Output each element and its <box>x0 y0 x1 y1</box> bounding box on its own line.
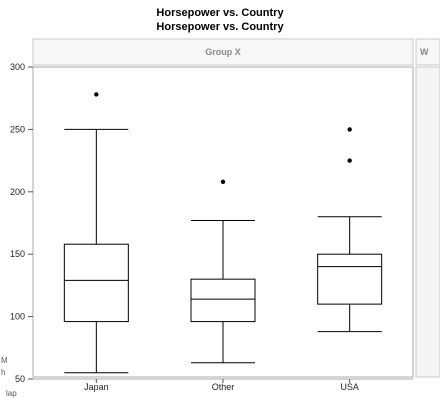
left-fragment: lap <box>6 389 17 398</box>
y-tick-label: 200 <box>10 187 25 197</box>
outlier-point <box>347 158 352 163</box>
y-tick-label: 100 <box>10 312 25 322</box>
outlier-point <box>347 127 352 132</box>
outlier-point <box>220 179 226 185</box>
right-stub-panel <box>415 66 440 378</box>
y-tick-label: 250 <box>10 124 25 134</box>
chart-title: Horsepower vs. Country <box>156 7 284 19</box>
y-axis: 50 100 150 200 250 300 <box>10 62 33 384</box>
group-header-label: Group X <box>205 47 241 57</box>
y-tick-label: 300 <box>10 62 25 72</box>
iqr-box <box>190 278 256 323</box>
boxes <box>63 92 383 374</box>
iqr-box <box>63 243 129 323</box>
left-fragment: M <box>1 356 8 365</box>
x-tick-label: Japan <box>84 382 109 392</box>
left-fragment: h <box>1 368 5 377</box>
iqr-box <box>317 253 383 305</box>
x-tick-label: USA <box>340 382 359 392</box>
chart-subtitle: Horsepower vs. Country <box>156 21 284 33</box>
outlier-point <box>94 92 99 97</box>
y-tick-label: 50 <box>15 374 25 384</box>
right-stub-header <box>415 38 440 66</box>
right-stub-label: W <box>420 47 429 57</box>
x-tick-label: Other <box>212 382 235 392</box>
y-tick-label: 150 <box>10 249 25 259</box>
group-header <box>32 38 414 66</box>
x-axis: Japan Other USA <box>84 379 359 392</box>
